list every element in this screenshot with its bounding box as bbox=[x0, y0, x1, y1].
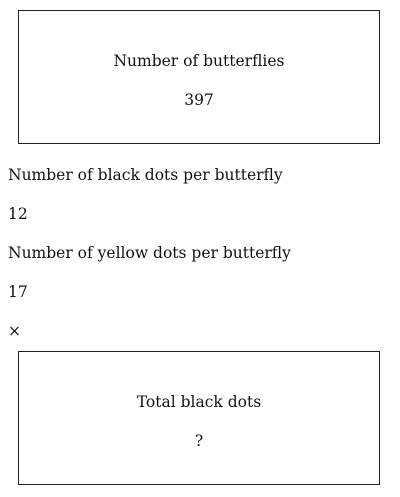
butterflies-count-box: Number of butterflies 397 bbox=[18, 10, 380, 144]
yellow-dots-label: Number of yellow dots per butterfly bbox=[8, 244, 291, 262]
yellow-dots-value: 17 bbox=[8, 283, 28, 301]
black-dots-value: 12 bbox=[8, 205, 28, 223]
butterflies-label: Number of butterflies bbox=[113, 52, 285, 70]
butterflies-value: 397 bbox=[184, 91, 214, 109]
multiply-operator: × bbox=[8, 322, 21, 340]
total-black-dots-value: ? bbox=[194, 432, 204, 450]
total-black-dots-label: Total black dots bbox=[136, 393, 262, 411]
black-dots-label: Number of black dots per butterfly bbox=[8, 166, 283, 184]
total-black-dots-box: Total black dots ? bbox=[18, 351, 380, 485]
